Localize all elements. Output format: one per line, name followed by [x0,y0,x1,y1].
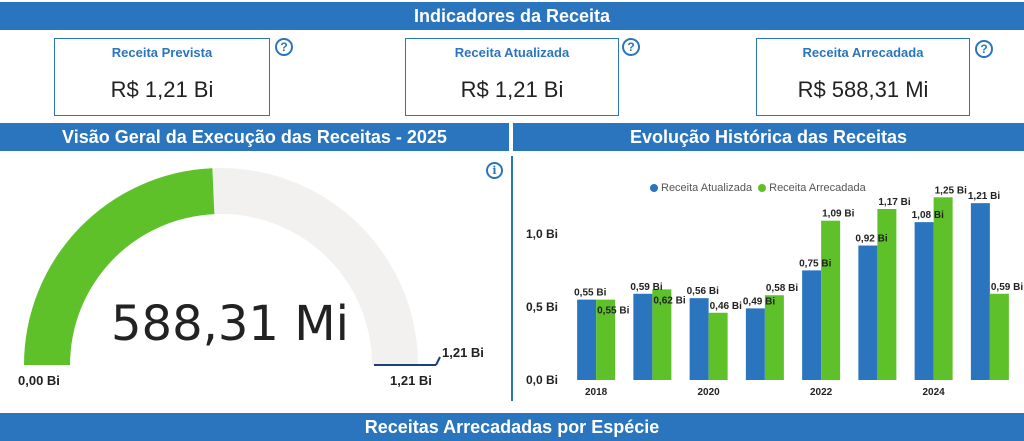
x-tick-label: 2018 [585,387,608,398]
data-label: 0,55 Bi [574,288,606,299]
info-icon[interactable]: i [486,162,503,179]
bar-arrecadada [821,220,841,380]
history-title: Evolução Histórica das Receitas [513,123,1024,151]
bar-atualizada [858,245,878,380]
help-icon[interactable]: ? [622,38,640,56]
data-label: 0,56 Bi [687,286,719,297]
gauge-value: 588,31 Mi [111,296,349,352]
bar-atualizada [689,298,709,380]
gauge-target-tick [435,356,441,366]
data-label: 0,55 Bi [597,306,629,317]
bar-arrecadada [989,293,1009,380]
data-label: 0,58 Bi [766,283,798,294]
bar-atualizada [577,299,597,380]
bar-atualizada [970,203,990,380]
bar-arrecadada [596,299,616,380]
bar-arrecadada [877,209,897,380]
gauge-chart [24,168,441,366]
species-title: Receitas Arrecadadas por Espécie [0,413,1024,441]
bar-arrecadada [933,197,953,380]
y-tick-label: 1,0 Bi [526,227,558,241]
legend-dot-blue-icon [650,184,658,192]
data-label: 1,25 Bi [935,185,967,196]
bar-arrecadada [764,295,784,380]
legend-label: Receita Arrecadada [769,182,866,194]
gauge-fill [24,168,215,365]
data-label: 0,62 Bi [653,295,685,306]
bar-atualizada [802,270,822,380]
gauge-target-label: 1,21 Bi [442,345,484,360]
kpi-card-prevista[interactable]: Receita Prevista R$ 1,21 Bi [54,38,270,116]
kpi-value: R$ 1,21 Bi [460,77,564,102]
data-label: 1,09 Bi [822,209,854,220]
x-tick-label: 2020 [698,387,721,398]
kpi-card-arrecadada[interactable]: Receita Arrecadada R$ 588,31 Mi [756,38,970,116]
bar-arrecadada [652,289,672,380]
gauge-min-label: 0,00 Bi [18,373,60,388]
kpi-label: Receita Arrecadada [802,45,924,60]
legend-label: Receita Atualizada [661,182,753,194]
kpi-label: Receita Prevista [111,45,213,60]
y-tick-label: 0,0 Bi [526,373,558,387]
section-divider [511,156,513,401]
kpi-value: R$ 1,21 Bi [110,77,214,102]
gauge-title: Visão Geral da Execução das Receitas - 2… [0,123,509,151]
bar-atualizada [633,293,653,380]
help-icon[interactable]: ? [275,38,293,56]
bar-atualizada [914,222,934,380]
data-label: 0,46 Bi [710,301,742,312]
data-label: 0,75 Bi [799,258,831,269]
data-label: 1,21 Bi [968,191,1000,202]
legend-dot-green-icon [758,184,767,192]
data-label: 1,08 Bi [912,210,944,221]
chart-legend: Receita Atualizada Receita Arrecadada [650,182,866,194]
kpi-value: R$ 588,31 Mi [797,77,929,102]
indicators-title: Indicadores da Receita [0,2,1024,30]
data-label: 0,49 Bi [743,296,775,307]
y-tick-label: 0,5 Bi [526,300,558,314]
history-chart: 0,0 Bi 0,5 Bi 1,0 Bi 0,55 Bi 0,55 Bi 2018 0,59… [526,185,1023,398]
x-tick-label: 2022 [810,387,833,398]
legend-item-atualizada: Receita Atualizada [650,182,752,194]
data-label: 0,92 Bi [855,234,887,245]
data-label: 0,59 Bi [630,282,662,293]
bar-atualizada [745,308,765,380]
x-tick-label: 2024 [923,387,946,398]
data-label: 0,59 Bi [991,282,1023,293]
data-label: 1,17 Bi [878,197,910,208]
kpi-card-atualizada[interactable]: Receita Atualizada R$ 1,21 Bi [405,38,619,116]
bar-arrecadada [708,312,728,380]
gauge-max-label: 1,21 Bi [390,373,432,388]
help-icon[interactable]: ? [975,40,993,58]
legend-item-arrecadada: Receita Arrecadada [758,182,866,194]
kpi-label: Receita Atualizada [454,45,570,60]
